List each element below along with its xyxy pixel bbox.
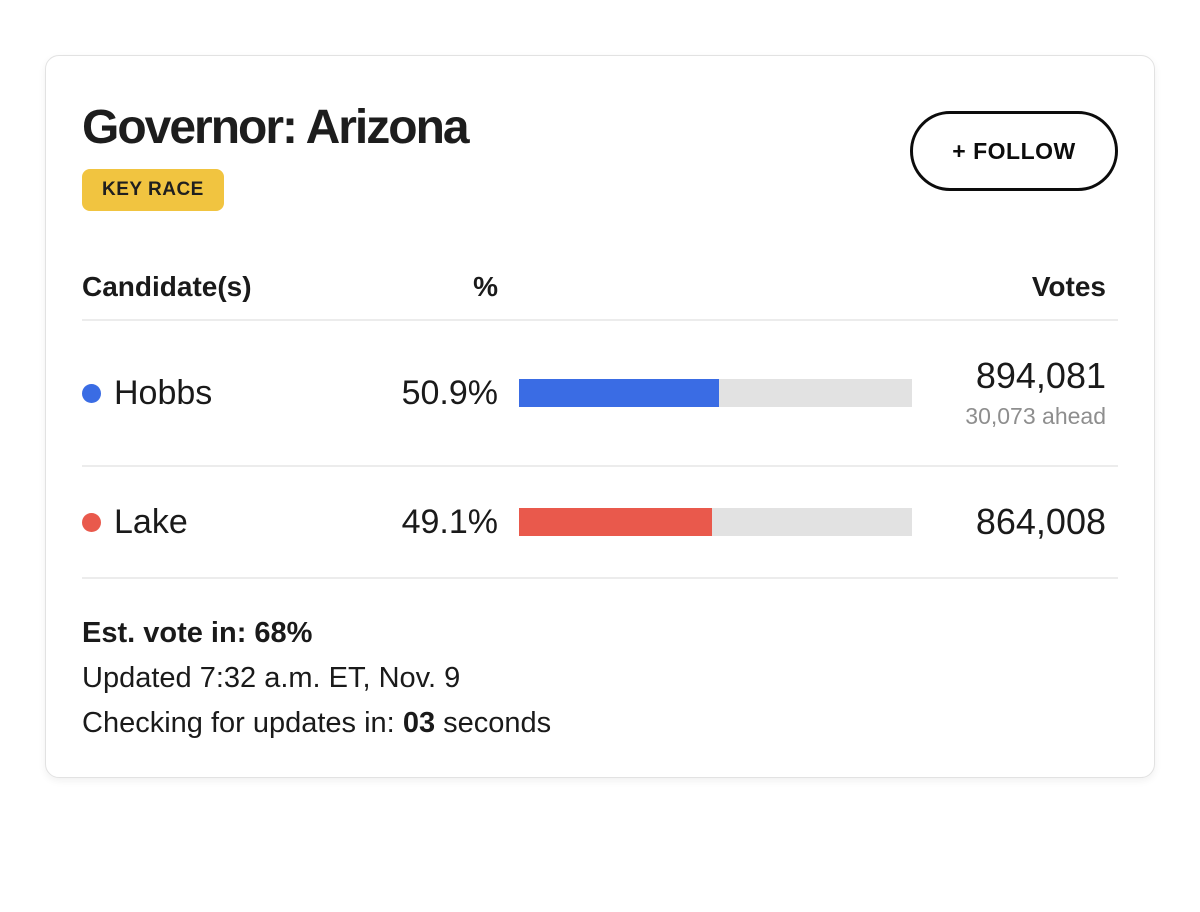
race-title: Governor: Arizona <box>82 101 470 154</box>
candidate-dot-hobbs <box>82 383 101 403</box>
candidate-row-lake: Lake 49.1% 864,008 <box>82 467 1118 579</box>
vote-bar-cell <box>498 508 912 536</box>
card-footer: Est. vote in: 68% Updated 7:32 a.m. ET, … <box>82 579 1118 746</box>
candidate-row-hobbs: Hobbs 50.9% 894,081 30,073 ahead <box>82 321 1118 467</box>
candidate-cell: Hobbs <box>82 374 380 413</box>
est-vote-value: 68% <box>254 617 313 649</box>
table-header-row: Candidate(s) % Votes <box>82 255 1118 321</box>
vote-bar-cell <box>498 379 912 407</box>
est-vote-line: Est. vote in: 68% <box>82 611 1118 656</box>
vote-bar-track <box>519 508 912 536</box>
card-header: Governor: Arizona KEY RACE + FOLLOW <box>82 56 1118 211</box>
checking-countdown: 03 <box>402 707 436 739</box>
column-header-percent: % <box>473 271 498 302</box>
est-vote-label: Est. vote in: <box>82 617 247 649</box>
column-header-candidates: Candidate(s) <box>82 271 252 302</box>
key-race-badge: KEY RACE <box>82 169 224 211</box>
checking-updates-line: Checking for updates in: 03 seconds <box>82 701 1118 746</box>
votes-count: 864,008 <box>975 501 1106 542</box>
votes-cell: 894,081 30,073 ahead <box>912 354 1118 430</box>
vote-bar-fill-lake <box>519 508 712 536</box>
percent-value: 50.9% <box>401 373 498 412</box>
votes-cell: 864,008 <box>912 503 1118 541</box>
checking-suffix: seconds <box>443 707 552 739</box>
vote-bar-fill-hobbs <box>519 379 720 407</box>
checking-prefix: Checking for updates in: <box>82 707 395 739</box>
column-header-votes: Votes <box>1031 271 1106 302</box>
race-results-card: Governor: Arizona KEY RACE + FOLLOW Cand… <box>45 55 1155 778</box>
vote-bar-track <box>519 379 912 407</box>
updated-line: Updated 7:32 a.m. ET, Nov. 9 <box>82 662 461 694</box>
percent-value: 49.1% <box>401 502 498 541</box>
candidate-name: Lake <box>114 502 188 541</box>
votes-count: 894,081 <box>975 354 1106 396</box>
candidate-name: Hobbs <box>114 373 213 412</box>
follow-button[interactable]: + FOLLOW <box>910 111 1118 191</box>
candidate-dot-lake <box>82 512 101 532</box>
votes-ahead-label: 30,073 ahead <box>965 402 1106 429</box>
title-block: Governor: Arizona KEY RACE <box>82 101 470 211</box>
results-table: Candidate(s) % Votes Hobbs 50.9% 894,081… <box>82 255 1118 579</box>
candidate-cell: Lake <box>82 503 380 542</box>
